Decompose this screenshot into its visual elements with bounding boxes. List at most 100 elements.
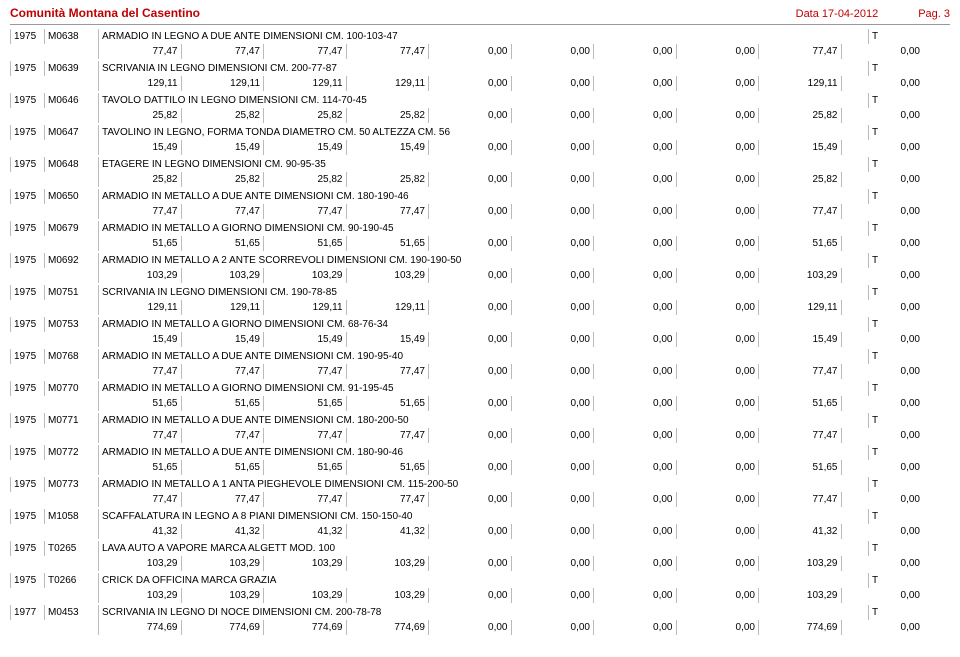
values-pad: [10, 364, 98, 379]
value-cell: 0,00: [676, 364, 759, 379]
item-row: 1975M0647TAVOLINO IN LEGNO, FORMA TONDA …: [10, 125, 950, 155]
values-pad: [10, 236, 98, 251]
value-cell: 77,47: [181, 492, 264, 507]
value-cell: 0,00: [428, 428, 511, 443]
value-cell: 15,49: [263, 140, 346, 155]
value-cell: 0,00: [593, 76, 676, 91]
item-row-values: 51,6551,6551,6551,650,000,000,000,0051,6…: [10, 460, 950, 475]
value-cell: 0,00: [676, 108, 759, 123]
value-cell: 77,47: [346, 492, 429, 507]
value-cell: 0,00: [676, 76, 759, 91]
value-cell: 0,00: [676, 396, 759, 411]
value-cell: 51,65: [346, 460, 429, 475]
value-cell: 25,82: [758, 172, 841, 187]
year-cell: 1975: [10, 285, 44, 300]
values-pad: [10, 108, 98, 123]
description-cell: ARMADIO IN METALLO A 1 ANTA PIEGHEVOLE D…: [98, 477, 868, 492]
value-cell: 15,49: [263, 332, 346, 347]
value-cell: 0,00: [593, 44, 676, 59]
value-cell: 25,82: [98, 172, 181, 187]
value-cell: 0,00: [511, 396, 594, 411]
value-cell: 129,11: [181, 300, 264, 315]
item-row: 1975M0639SCRIVANIA IN LEGNO DIMENSIONI C…: [10, 61, 950, 91]
type-cell: T: [868, 189, 886, 204]
value-cell: 15,49: [181, 332, 264, 347]
value-cell: 77,47: [346, 204, 429, 219]
value-cell: 0,00: [676, 268, 759, 283]
item-row: 1975M0771ARMADIO IN METALLO A DUE ANTE D…: [10, 413, 950, 443]
type-cell: T: [868, 125, 886, 140]
value-cell: 0,00: [676, 140, 759, 155]
value-cell: 103,29: [98, 268, 181, 283]
value-cell: 77,47: [263, 428, 346, 443]
value-cell: 103,29: [263, 268, 346, 283]
value-cell: 0,00: [511, 108, 594, 123]
code-cell: M0650: [44, 189, 98, 204]
value-cell: 0,00: [593, 556, 676, 571]
value-cell: 0,00: [841, 236, 924, 251]
item-row-values: 77,4777,4777,4777,470,000,000,000,0077,4…: [10, 44, 950, 59]
value-cell: 0,00: [511, 172, 594, 187]
year-cell: 1975: [10, 93, 44, 108]
value-cell: 15,49: [346, 332, 429, 347]
description-cell: ARMADIO IN METALLO A DUE ANTE DIMENSIONI…: [98, 189, 868, 204]
value-cell: 129,11: [346, 300, 429, 315]
value-cell: 129,11: [181, 76, 264, 91]
value-cell: 51,65: [181, 460, 264, 475]
item-row: 1975M0679ARMADIO IN METALLO A GIORNO DIM…: [10, 221, 950, 251]
item-row-top: 1975M0772ARMADIO IN METALLO A DUE ANTE D…: [10, 445, 950, 460]
year-cell: 1977: [10, 605, 44, 620]
item-row-top: 1975M0648ETAGERE IN LEGNO DIMENSIONI CM.…: [10, 157, 950, 172]
value-cell: 129,11: [346, 76, 429, 91]
value-cell: 0,00: [428, 524, 511, 539]
value-cell: 15,49: [98, 332, 181, 347]
description-cell: SCRIVANIA IN LEGNO DIMENSIONI CM. 200-77…: [98, 61, 868, 76]
item-row: 1975M0753ARMADIO IN METALLO A GIORNO DIM…: [10, 317, 950, 347]
value-cell: 0,00: [676, 492, 759, 507]
value-cell: 774,69: [758, 620, 841, 635]
value-cell: 103,29: [263, 556, 346, 571]
description-cell: ARMADIO IN METALLO A DUE ANTE DIMENSIONI…: [98, 349, 868, 364]
value-cell: 0,00: [428, 588, 511, 603]
value-cell: 0,00: [841, 172, 924, 187]
item-row: 1975M0773ARMADIO IN METALLO A 1 ANTA PIE…: [10, 477, 950, 507]
value-cell: 77,47: [98, 364, 181, 379]
type-cell: T: [868, 445, 886, 460]
value-cell: 25,82: [181, 108, 264, 123]
value-cell: 129,11: [758, 300, 841, 315]
value-cell: 103,29: [346, 556, 429, 571]
value-cell: 0,00: [676, 460, 759, 475]
year-cell: 1975: [10, 381, 44, 396]
item-row-values: 103,29103,29103,29103,290,000,000,000,00…: [10, 268, 950, 283]
value-cell: 51,65: [263, 460, 346, 475]
value-cell: 0,00: [676, 204, 759, 219]
values-pad: [10, 268, 98, 283]
item-row-values: 103,29103,29103,29103,290,000,000,000,00…: [10, 556, 950, 571]
value-cell: 15,49: [758, 332, 841, 347]
description-cell: ARMADIO IN METALLO A 2 ANTE SCORREVOLI D…: [98, 253, 868, 268]
value-cell: 103,29: [758, 588, 841, 603]
value-cell: 0,00: [593, 492, 676, 507]
value-cell: 51,65: [98, 460, 181, 475]
year-cell: 1975: [10, 157, 44, 172]
values-pad: [10, 492, 98, 507]
value-cell: 0,00: [676, 44, 759, 59]
value-cell: 0,00: [428, 44, 511, 59]
value-cell: 25,82: [263, 172, 346, 187]
item-row: 1975M1058SCAFFALATURA IN LEGNO A 8 PIANI…: [10, 509, 950, 539]
description-cell: CRICK DA OFFICINA MARCA GRAZIA: [98, 573, 868, 588]
type-cell: T: [868, 285, 886, 300]
value-cell: 0,00: [428, 300, 511, 315]
value-cell: 51,65: [98, 236, 181, 251]
value-cell: 77,47: [98, 428, 181, 443]
item-row: 1975M0768ARMADIO IN METALLO A DUE ANTE D…: [10, 349, 950, 379]
description-cell: ARMADIO IN METALLO A GIORNO DIMENSIONI C…: [98, 381, 868, 396]
value-cell: 51,65: [758, 460, 841, 475]
value-cell: 129,11: [263, 76, 346, 91]
value-cell: 51,65: [346, 396, 429, 411]
value-cell: 129,11: [263, 300, 346, 315]
value-cell: 25,82: [346, 108, 429, 123]
item-row-values: 774,69774,69774,69774,690,000,000,000,00…: [10, 620, 950, 635]
values-pad: [10, 204, 98, 219]
value-cell: 77,47: [263, 364, 346, 379]
